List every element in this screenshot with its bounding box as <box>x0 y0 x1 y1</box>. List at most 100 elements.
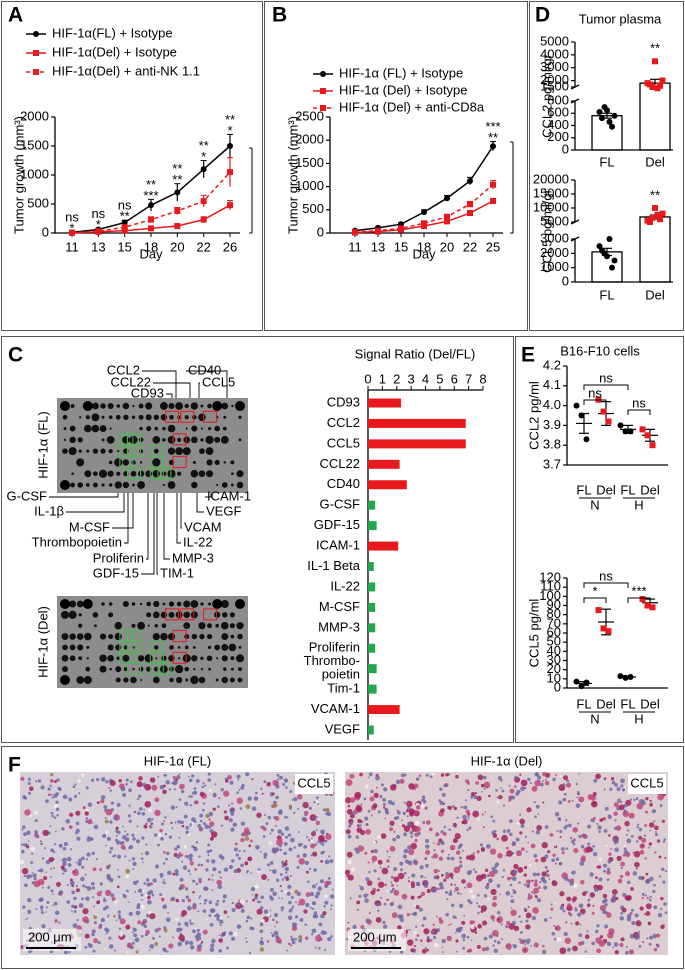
tissue-cell <box>397 904 403 910</box>
tissue-cell <box>243 849 246 853</box>
tissue-cell <box>424 807 428 810</box>
array-spot <box>153 600 160 608</box>
tissue-cell <box>125 874 130 879</box>
tissue-cell <box>313 818 317 821</box>
tissue-cell <box>63 868 68 873</box>
tissue-cell <box>37 869 40 872</box>
tissue-cell <box>209 947 215 953</box>
tissue-cell <box>24 883 28 888</box>
tissue-cell <box>441 792 446 797</box>
tissue-cell <box>554 862 557 865</box>
tissue-cell <box>265 822 269 826</box>
array-spot <box>184 415 189 420</box>
tissue-cell <box>106 836 111 841</box>
array-spot <box>208 602 212 606</box>
tissue-cell <box>118 914 121 917</box>
tissue-cell <box>131 833 135 837</box>
array-spot <box>93 482 98 488</box>
tissue-cell <box>140 904 146 910</box>
tissue-cell <box>259 922 264 927</box>
tissue-cell <box>66 900 71 904</box>
tissue-cell <box>86 886 92 891</box>
tissue-cell <box>197 944 203 949</box>
tissue-cell <box>644 857 647 860</box>
marker <box>639 426 646 433</box>
tissue-cell <box>176 927 181 933</box>
tissue-cell <box>87 802 93 807</box>
tissue-cell <box>626 913 632 919</box>
tissue-cell <box>187 869 191 873</box>
array-spot <box>185 678 189 682</box>
tissue-cell <box>41 886 44 889</box>
tissue-cell <box>641 878 644 881</box>
tissue-cell <box>463 914 466 917</box>
tissue-cell <box>68 797 73 802</box>
tissue-cell <box>477 905 481 908</box>
tissue-cell <box>168 835 173 839</box>
significance-label: *** <box>485 119 500 134</box>
tissue-cell <box>314 894 319 899</box>
array-spot <box>190 611 198 619</box>
tissue-cell <box>587 842 591 846</box>
tissue-cell <box>656 933 661 938</box>
tissue-cell <box>345 938 349 941</box>
tissue-cell <box>509 819 513 824</box>
tissue-cell <box>438 856 444 861</box>
array-spot <box>236 622 244 630</box>
tissue-cell <box>116 802 121 807</box>
tissue-cell <box>365 823 369 826</box>
x-tick-label: 4 <box>422 371 429 386</box>
tissue-cell <box>620 861 625 867</box>
tissue-cell <box>116 868 119 871</box>
tissue-cell <box>510 895 513 898</box>
x-tick-label: 8 <box>479 371 486 386</box>
tissue-cell <box>439 787 443 792</box>
tissue-cell <box>592 851 598 857</box>
tissue-cell <box>555 774 558 777</box>
tissue-cell <box>149 825 153 829</box>
tissue-cell <box>635 867 638 870</box>
y-tick-label: 1000 <box>20 166 49 181</box>
significance-label: ** <box>146 177 156 192</box>
array-spot <box>161 623 167 629</box>
tissue-cell <box>654 851 657 854</box>
marker <box>444 213 450 220</box>
tissue-cell <box>528 863 532 867</box>
array-spot <box>184 403 189 409</box>
tissue-cell <box>276 778 280 781</box>
array-spot <box>182 654 191 663</box>
tissue-cell <box>563 792 567 796</box>
tissue-cell <box>104 889 112 897</box>
tissue-cell <box>289 874 292 877</box>
tissue-cell <box>54 919 59 923</box>
array-label: Thrombopoietin <box>32 534 122 549</box>
leader-line <box>198 382 200 398</box>
tissue-cell <box>425 844 430 849</box>
tissue-cell <box>177 774 179 777</box>
tissue-cell <box>144 800 152 808</box>
tissue-cell <box>480 909 484 913</box>
tissue-cell <box>284 778 288 782</box>
tissue-cell <box>649 935 654 940</box>
tissue-cell <box>642 941 645 943</box>
array-spot <box>146 426 152 432</box>
tissue-cell <box>75 831 78 835</box>
tissue-cell <box>496 918 500 921</box>
tissue-cell <box>301 843 304 845</box>
tissue-cell <box>240 821 246 826</box>
tissue-cell <box>572 896 578 901</box>
tissue-cell <box>304 860 310 866</box>
tissue-cell <box>246 871 248 874</box>
tissue-cell <box>422 821 426 825</box>
tissue-cell <box>323 948 327 952</box>
array-spot <box>237 633 243 640</box>
tissue-cell <box>185 855 190 859</box>
tissue-cell <box>382 802 386 806</box>
tissue-cell <box>641 799 645 803</box>
y-axis-label: Tumor growth (mm³) <box>11 116 26 234</box>
tissue-cell <box>431 887 437 893</box>
row-label: HIF-1α (FL) <box>35 411 50 478</box>
array-spot <box>115 644 122 651</box>
array-spot <box>123 414 129 420</box>
tissue-cell <box>288 900 292 905</box>
